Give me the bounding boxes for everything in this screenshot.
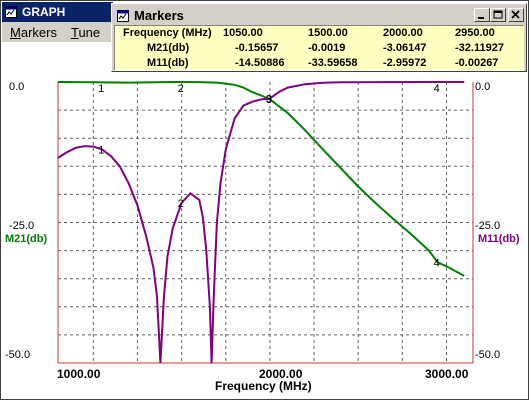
marker-label: 3	[266, 94, 272, 106]
markers-title-bar[interactable]: Markers	[114, 6, 524, 25]
left-ytick-2: -50.0	[5, 349, 31, 361]
m11-value-1: -14.50886	[235, 57, 285, 69]
m11-value-4: -0.00267	[455, 57, 499, 69]
maximize-button[interactable]	[490, 8, 506, 22]
row-label: M11(db)	[147, 57, 189, 69]
xtick-2: 3000.00	[425, 367, 469, 381]
menu-bar: Markers Tune	[2, 22, 112, 42]
graph-title-bar[interactable]: GRAPH	[2, 2, 113, 22]
m21-value-3: -3.06147	[383, 42, 427, 54]
markers-window[interactable]: Markers Frequency (MHz) 1050.00 1500.00 …	[111, 3, 527, 72]
menu-tune[interactable]: Tune	[70, 24, 101, 40]
minimize-button[interactable]	[474, 8, 490, 22]
right-ytick-1: -25.0	[475, 220, 501, 232]
marker-freq-1: 1050.00	[223, 27, 263, 39]
m21-value-1: -0.15657	[235, 42, 279, 54]
marker-label: 4	[434, 83, 440, 95]
frequency-header: Frequency (MHz)	[123, 27, 212, 39]
marker-label: 3	[266, 94, 272, 106]
marker-label: 1	[98, 144, 104, 156]
marker-label: 2	[178, 198, 184, 210]
m21-value-2: -0.0019	[308, 42, 346, 54]
left-axis-label: M21(db)	[5, 233, 48, 245]
graph-title: GRAPH	[22, 5, 66, 19]
left-ytick-0: 0.0	[9, 81, 25, 93]
m11-value-3: -2.95972	[383, 57, 427, 69]
close-icon	[511, 10, 520, 19]
marker-label: 1	[98, 83, 104, 95]
right-ytick-2: -50.0	[475, 349, 501, 361]
x-axis-label: Frequency (MHz)	[215, 379, 312, 393]
close-button[interactable]	[508, 8, 524, 22]
series-line-m21	[57, 80, 465, 277]
xtick-0: 1000.00	[57, 367, 101, 381]
marker-freq-2: 1500.00	[308, 27, 348, 39]
xtick-1: 2000.00	[259, 367, 303, 381]
series-line-m11	[57, 81, 465, 364]
marker-freq-4: 2950.00	[455, 27, 495, 39]
marker-freq-3: 2000.00	[383, 27, 423, 39]
window-icon	[5, 6, 17, 18]
row-label: M21(db)	[147, 42, 190, 54]
window-icon	[117, 9, 129, 22]
markers-table: Frequency (MHz) 1050.00 1500.00 2000.00 …	[114, 25, 524, 71]
maximize-icon	[493, 10, 503, 19]
m11-value-2: -33.59658	[308, 57, 358, 69]
markers-title: Markers	[134, 8, 184, 23]
right-axis-label: M11(db)	[478, 233, 520, 245]
m21-value-4: -32.11927	[455, 42, 504, 54]
left-ytick-1: -25.0	[9, 220, 35, 232]
right-ytick-0: 0.0	[475, 81, 491, 93]
menu-markers[interactable]: Markers	[10, 24, 57, 40]
marker-label: 4	[434, 257, 440, 269]
minimize-icon	[478, 17, 484, 19]
marker-label: 2	[178, 83, 184, 95]
